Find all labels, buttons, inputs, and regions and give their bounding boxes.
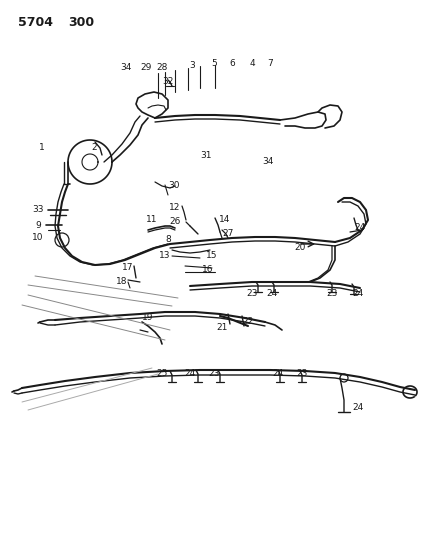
Text: 18: 18 — [116, 278, 128, 287]
Text: 17: 17 — [122, 263, 134, 272]
Text: 10: 10 — [32, 233, 44, 243]
Text: 19: 19 — [142, 313, 154, 322]
Text: 30: 30 — [168, 181, 180, 190]
Text: 32: 32 — [162, 77, 174, 86]
Text: 5: 5 — [211, 60, 217, 69]
Text: 21: 21 — [216, 324, 228, 333]
Text: 8: 8 — [165, 236, 171, 245]
Text: 2: 2 — [91, 143, 97, 152]
Text: 24: 24 — [184, 368, 196, 377]
Text: 24: 24 — [272, 368, 284, 377]
Text: 23: 23 — [208, 368, 220, 377]
Text: 1: 1 — [39, 143, 45, 152]
Text: 3: 3 — [189, 61, 195, 70]
Text: 26: 26 — [169, 217, 181, 227]
Text: 13: 13 — [159, 252, 171, 261]
Text: 12: 12 — [169, 204, 181, 213]
Text: 11: 11 — [146, 215, 158, 224]
Text: 33: 33 — [32, 206, 44, 214]
Text: 34: 34 — [262, 157, 273, 166]
Text: 300: 300 — [68, 16, 94, 29]
Text: 9: 9 — [35, 221, 41, 230]
Text: 31: 31 — [200, 150, 212, 159]
Text: 34: 34 — [120, 63, 132, 72]
Text: 29: 29 — [140, 63, 152, 72]
Text: 28: 28 — [156, 63, 168, 72]
Text: 20: 20 — [294, 244, 306, 253]
Text: 25: 25 — [156, 368, 168, 377]
Text: 23: 23 — [326, 289, 338, 298]
Text: 24: 24 — [266, 289, 278, 298]
Text: 16: 16 — [202, 265, 214, 274]
Text: 4: 4 — [249, 60, 255, 69]
Text: 14: 14 — [219, 215, 231, 224]
Text: 15: 15 — [206, 252, 218, 261]
Text: 22: 22 — [242, 318, 254, 327]
Text: 27: 27 — [222, 230, 234, 238]
Text: 24: 24 — [352, 289, 364, 298]
Text: 24: 24 — [352, 403, 364, 413]
Text: 23: 23 — [296, 368, 308, 377]
Text: 24: 24 — [354, 223, 366, 232]
Text: 5704: 5704 — [18, 16, 53, 29]
Text: 6: 6 — [229, 60, 235, 69]
Text: 7: 7 — [267, 60, 273, 69]
Text: 23: 23 — [246, 289, 258, 298]
